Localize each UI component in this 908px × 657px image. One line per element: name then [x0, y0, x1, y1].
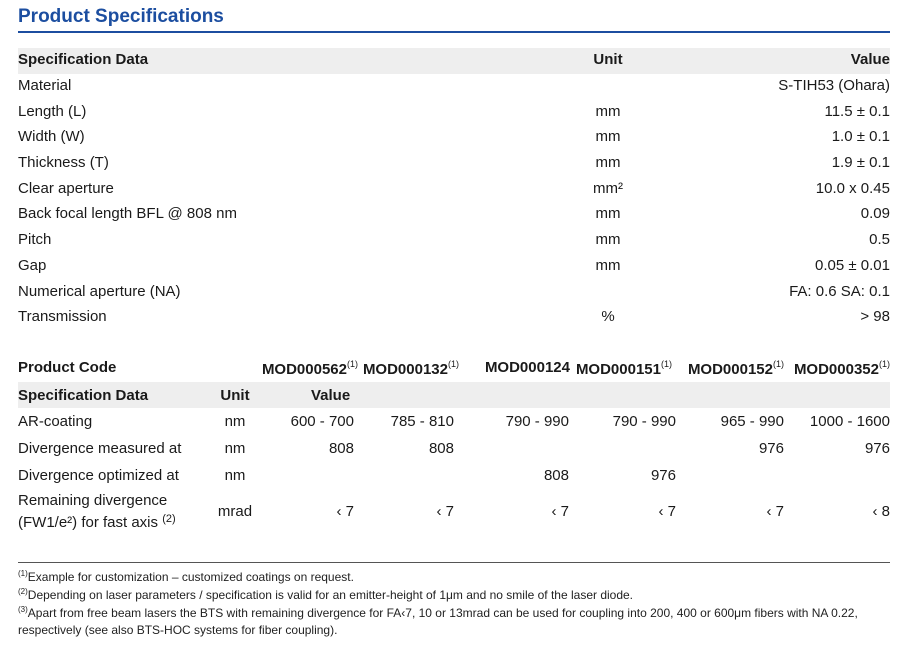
footnote: (1)Example for customization – customize…: [18, 569, 354, 584]
product-code: MOD000132(1): [362, 359, 459, 378]
table-row: Gap mm 0.05 ± 0.01: [18, 254, 890, 280]
cell-value: 808: [428, 440, 454, 457]
table-row: Divergence optimized at nm 808 976: [18, 462, 890, 489]
row-name: Width (W): [18, 128, 85, 146]
table-row: Width (W) mm 1.0 ± 0.1: [18, 125, 890, 151]
row-unit: mm: [595, 205, 621, 223]
cell-value: 790 - 990: [612, 413, 676, 430]
table-row: Clear aperture mm² 10.0 x 0.45: [18, 177, 890, 203]
table-row: Numerical aperture (NA) FA: 0.6 SA: 0.1: [18, 280, 890, 306]
table-row: Transmission % > 98: [18, 305, 890, 331]
cell-value: ‹ 7: [551, 503, 569, 520]
product-code-row: Product Code MOD000562(1) MOD000132(1) M…: [18, 355, 890, 382]
row-unit: mm: [595, 256, 621, 274]
table-header-row: Specification Data Unit Value: [18, 382, 890, 408]
cell-value: 785 - 810: [390, 413, 454, 430]
row-value: 0.5: [869, 231, 890, 249]
row-unit: nm: [224, 413, 246, 430]
product-code: MOD000152(1): [687, 359, 784, 378]
row-value: > 98: [860, 308, 890, 326]
row-name: Divergence measured at: [18, 440, 182, 457]
row-name: Remaining divergence: [18, 492, 168, 509]
row-name: Back focal length BFL @ 808 nm: [18, 205, 237, 223]
table-row: Pitch mm 0.5: [18, 228, 890, 254]
cell-value: 600 - 700: [290, 413, 354, 430]
cell-value: 976: [758, 440, 784, 457]
row-name: Clear aperture: [18, 179, 114, 197]
table-row: Remaining divergence (FW1/e²) for fast a…: [18, 489, 890, 537]
table-header-row: Specification Data Unit Value: [18, 48, 890, 74]
cell-value: 790 - 990: [505, 413, 569, 430]
footnote: (3)Apart from free beam lasers the BTS w…: [18, 605, 858, 637]
header-unit: Unit: [220, 387, 250, 404]
product-code-label: Product Code: [18, 359, 117, 376]
row-name: Gap: [18, 256, 47, 274]
row-value: S-TIH53 (Ohara): [778, 77, 890, 94]
row-name: AR-coating: [18, 413, 93, 430]
cell-value: ‹ 7: [436, 503, 454, 520]
row-unit: mm: [595, 128, 621, 146]
row-unit: nm: [224, 467, 246, 484]
header-value: Value: [850, 51, 890, 68]
table-row: Length (L) mm 11.5 ± 0.1: [18, 100, 890, 126]
row-unit: mm²: [593, 179, 623, 197]
row-unit: mrad: [217, 503, 253, 520]
row-value: 0.05 ± 0.01: [815, 256, 890, 274]
table-row: Material S-TIH53 (Ohara): [18, 74, 890, 100]
row-unit: nm: [224, 440, 246, 457]
cell-value: 976: [864, 440, 890, 457]
cell-value: ‹ 7: [658, 503, 676, 520]
table-row: AR-coating nm 600 - 700 785 - 810 790 - …: [18, 408, 890, 435]
header-spec: Specification Data: [18, 387, 149, 404]
cell-value: 976: [650, 467, 676, 484]
row-name-continued: (FW1/e²) for fast axis (2): [18, 513, 176, 531]
row-name: Material: [18, 77, 72, 94]
page-title: Product Specifications: [18, 6, 224, 27]
row-name: Thickness (T): [18, 154, 109, 172]
header-spec: Specification Data: [18, 51, 149, 68]
cell-value: 808: [543, 467, 569, 484]
row-name: Pitch: [18, 231, 52, 249]
cell-value: 1000 - 1600: [809, 413, 890, 430]
footnote-divider: [18, 562, 890, 563]
cell-value: ‹ 7: [336, 503, 354, 520]
table-row: Thickness (T) mm 1.9 ± 0.1: [18, 151, 890, 177]
header-value: Value: [311, 387, 351, 404]
row-value: 1.0 ± 0.1: [831, 128, 890, 146]
product-code: MOD000562(1): [261, 359, 358, 378]
table-row: Divergence measured at nm 808 808 976 97…: [18, 435, 890, 462]
row-name: Transmission: [18, 308, 107, 326]
footnote: (2)Depending on laser parameters / speci…: [18, 587, 634, 602]
row-value: 1.9 ± 0.1: [831, 154, 890, 172]
row-unit: %: [601, 308, 615, 326]
row-unit: mm: [595, 102, 621, 120]
product-code-table: Product Code MOD000562(1) MOD000132(1) M…: [18, 355, 890, 537]
title-divider: [18, 31, 890, 33]
row-name: Length (L): [18, 102, 87, 120]
product-code: MOD000124: [484, 359, 570, 376]
row-value: 10.0 x 0.45: [815, 179, 890, 197]
specification-table: Specification Data Unit Value Material S…: [18, 48, 890, 331]
product-code: MOD000352(1): [793, 359, 890, 378]
product-code: MOD000151(1): [575, 359, 672, 378]
row-name: Numerical aperture (NA): [18, 282, 181, 300]
cell-value: 808: [328, 440, 354, 457]
row-value: 11.5 ± 0.1: [824, 102, 890, 120]
row-value: 0.09: [860, 205, 890, 223]
row-name: Divergence optimized at: [18, 467, 179, 484]
header-unit: Unit: [593, 51, 623, 68]
cell-value: ‹ 7: [766, 503, 784, 520]
table-row: Back focal length BFL @ 808 nm mm 0.09: [18, 202, 890, 228]
cell-value: 965 - 990: [720, 413, 784, 430]
row-unit: mm: [595, 231, 621, 249]
row-unit: mm: [595, 154, 621, 172]
cell-value: ‹ 8: [872, 503, 890, 520]
row-value: FA: 0.6 SA: 0.1: [789, 282, 890, 300]
